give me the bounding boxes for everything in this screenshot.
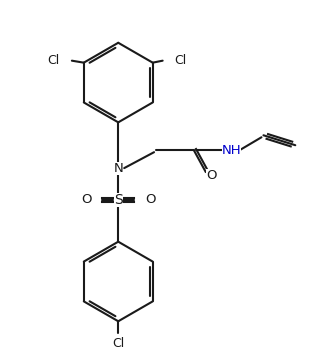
Text: Cl: Cl [175,54,187,67]
Text: O: O [207,168,217,181]
Text: Cl: Cl [112,337,124,350]
Text: Cl: Cl [48,54,60,67]
Text: S: S [114,193,123,207]
Text: O: O [81,193,91,206]
Text: NH: NH [222,144,241,157]
Text: O: O [145,193,156,206]
Text: N: N [114,161,123,174]
